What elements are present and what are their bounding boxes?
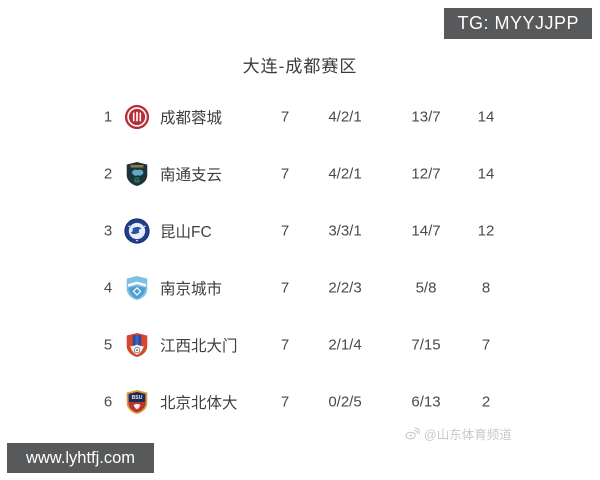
played-cell: 7 — [280, 165, 290, 182]
rank-cell: 3 — [103, 222, 113, 239]
goals-cell: 13/7 — [411, 108, 441, 125]
goals-cell: 14/7 — [411, 222, 441, 239]
team-name-cell: 昆山FC — [160, 223, 212, 241]
team-logo-beijing-bsu: BSU — [123, 388, 151, 416]
team-name-cell: 南京城市 — [160, 280, 223, 298]
table-row: 3 昆山FC 7 3/3/1 14/7 12 — [0, 202, 600, 259]
team-name-cell: 南通支云 — [160, 166, 223, 184]
win-draw-loss-cell: 3/3/1 — [328, 222, 362, 239]
team-name-cell: 江西北大门 — [160, 337, 238, 355]
win-draw-loss-cell: 2/1/4 — [328, 336, 362, 353]
played-cell: 7 — [280, 222, 290, 239]
team-logo-nanjing-city — [123, 274, 151, 302]
telegram-badge: TG: MYYJJPP — [444, 8, 592, 39]
win-draw-loss-cell: 4/2/1 — [328, 165, 362, 182]
points-cell: 14 — [477, 108, 495, 125]
table-row: 6 BSU 北京北体大 7 0/2/5 6/13 2 — [0, 373, 600, 430]
points-cell: 2 — [481, 393, 491, 410]
table-row: 1 成都蓉城 7 4/2/1 13/7 14 — [0, 88, 600, 145]
website-ribbon: www.lyhtfj.com — [7, 443, 154, 473]
team-logo-chengdu-rongcheng — [123, 103, 151, 131]
goals-cell: 6/13 — [411, 393, 441, 410]
watermark-text: @山东体育频道 — [424, 428, 512, 442]
points-cell: 14 — [477, 165, 495, 182]
website-ribbon-text: www.lyhtfj.com — [25, 448, 136, 467]
played-cell: 7 — [280, 336, 290, 353]
team-name-cell: 成都蓉城 — [160, 109, 223, 127]
points-cell: 8 — [481, 279, 491, 296]
telegram-badge-text: TG: MYYJJPP — [457, 13, 579, 33]
team-logo-nantong-zhiyun — [123, 160, 151, 188]
team-logo-kunshan-fc — [123, 217, 151, 245]
win-draw-loss-cell: 2/2/3 — [328, 279, 362, 296]
points-cell: 12 — [477, 222, 495, 239]
played-cell: 7 — [280, 279, 290, 296]
played-cell: 7 — [280, 393, 290, 410]
points-cell: 7 — [481, 336, 491, 353]
win-draw-loss-cell: 0/2/5 — [328, 393, 362, 410]
weibo-icon — [405, 427, 420, 440]
rank-cell: 2 — [103, 165, 113, 182]
played-cell: 7 — [280, 108, 290, 125]
goals-cell: 5/8 — [415, 279, 437, 296]
rank-cell: 5 — [103, 336, 113, 353]
table-row: 4 南京城市 7 2/2/3 5/8 8 — [0, 259, 600, 316]
svg-text:BSU: BSU — [132, 395, 143, 401]
page-title: 大连-成都赛区 — [242, 57, 358, 76]
rank-cell: 4 — [103, 279, 113, 296]
goals-cell: 7/15 — [411, 336, 441, 353]
team-logo-jiangxi-beidamen — [123, 331, 151, 359]
table-row: 5 江西北大门 7 2/1/4 7/15 7 — [0, 316, 600, 373]
team-name-cell: 北京北体大 — [160, 394, 238, 412]
rank-cell: 6 — [103, 393, 113, 410]
standings-table: 1 成都蓉城 7 4/2/1 13/7 14 2 南通支云 7 4/2/1 12/7 14 3 昆山FC 7… — [0, 88, 600, 430]
goals-cell: 12/7 — [411, 165, 441, 182]
win-draw-loss-cell: 4/2/1 — [328, 108, 362, 125]
rank-cell: 1 — [103, 108, 113, 125]
watermark: @山东体育频道 — [405, 424, 512, 443]
table-row: 2 南通支云 7 4/2/1 12/7 14 — [0, 145, 600, 202]
